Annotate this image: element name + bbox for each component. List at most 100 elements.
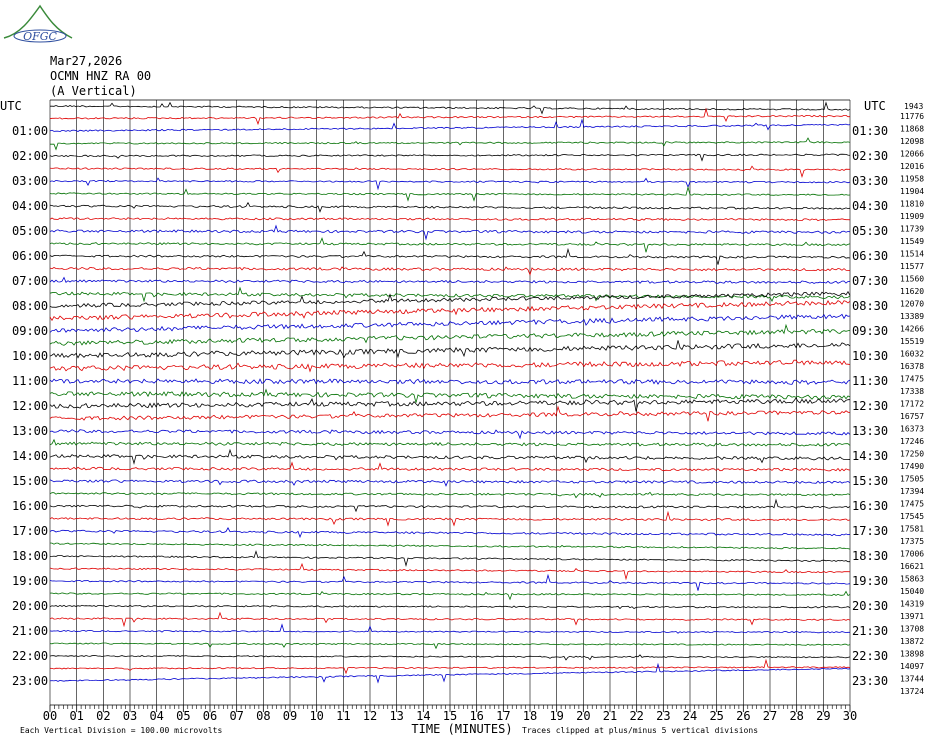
x-tick-label: 01 — [69, 709, 83, 723]
trace-line — [49, 201, 851, 213]
trace-line — [49, 510, 851, 527]
right-hour-label: 02:30 — [852, 149, 888, 163]
right-hour-label: 03:30 — [852, 174, 888, 188]
trace-offset-label: 11549 — [900, 237, 924, 246]
trace-offset-label: 13744 — [900, 675, 924, 684]
trace-line — [49, 562, 851, 581]
trace-offset-label: 16373 — [900, 425, 924, 434]
x-tick-label: 08 — [256, 709, 270, 723]
right-corner-label: 1943 — [904, 102, 923, 111]
trace-line — [49, 165, 850, 178]
trace-line — [49, 461, 851, 472]
trace-offset-label: 13872 — [900, 637, 924, 646]
right-hour-label: 14:30 — [852, 449, 888, 463]
trace-offset-label: 17581 — [900, 525, 924, 534]
trace-offset-label: 16378 — [900, 362, 924, 371]
right-hour-label: 06:30 — [852, 249, 888, 263]
seismic-traces — [49, 101, 851, 684]
component-label: (A Vertical) — [50, 84, 137, 98]
trace-line — [49, 604, 851, 610]
trace-line — [50, 101, 851, 115]
date-label: Mar27,2026 — [50, 54, 123, 68]
trace-offset-label: 16621 — [900, 562, 924, 571]
x-tick-label: 27 — [763, 709, 777, 723]
trace-offset-label: 11958 — [900, 175, 924, 184]
trace-line — [49, 276, 851, 284]
left-hour-label: 20:00 — [12, 599, 48, 613]
right-hour-label: 22:30 — [852, 649, 888, 663]
x-tick-label: 19 — [549, 709, 563, 723]
trace-line — [50, 137, 851, 151]
right-hour-label: 23:30 — [852, 674, 888, 688]
trace-line — [49, 247, 851, 265]
right-hour-label: 01:30 — [852, 124, 888, 138]
left-hour-label: 10:00 — [12, 349, 48, 363]
trace-line — [49, 590, 851, 601]
right-hour-label: 18:30 — [852, 549, 888, 563]
trace-line — [49, 527, 851, 539]
x-tick-label: 15 — [443, 709, 457, 723]
trace-offset-label: 11868 — [900, 125, 924, 134]
trace-line — [49, 107, 850, 126]
x-tick-label: 22 — [629, 709, 643, 723]
trace-line — [49, 378, 851, 386]
trace-line — [49, 323, 851, 346]
right-hour-label: 05:30 — [852, 224, 888, 238]
trace-line — [49, 388, 851, 403]
x-tick-label: 10 — [309, 709, 323, 723]
x-tick-label: 00 — [43, 709, 57, 723]
right-hour-label: 19:30 — [852, 574, 888, 588]
trace-line — [49, 498, 851, 513]
trace-offset-label: 11909 — [900, 212, 924, 221]
right-hour-label: 16:30 — [852, 499, 888, 513]
trace-offset-label: 17505 — [900, 475, 924, 484]
right-hour-label: 04:30 — [852, 199, 888, 213]
trace-line — [49, 177, 851, 191]
x-tick-label: 04 — [149, 709, 163, 723]
right-hour-labels: 01:30 02:30 03:30 04:30 05:30 06:30 07:30 08:30… — [852, 124, 888, 688]
trace-offset-label: 13971 — [900, 612, 924, 621]
left-hour-label: 03:00 — [12, 174, 48, 188]
trace-offset-label: 12066 — [900, 150, 924, 159]
trace-line — [49, 300, 851, 322]
trace-offset-label: 11620 — [900, 287, 924, 296]
trace-line — [49, 340, 851, 359]
trace-offset-label: 17475 — [900, 375, 924, 384]
trace-line — [49, 266, 851, 276]
trace-line — [49, 217, 851, 222]
trace-offset-label: 17375 — [900, 537, 924, 546]
trace-line — [49, 290, 851, 308]
trace-offset-label: 15519 — [900, 337, 924, 346]
trace-line — [49, 654, 851, 661]
right-hour-label: 15:30 — [852, 474, 888, 488]
right-utc-label: UTC — [864, 99, 886, 113]
x-tick-label: 06 — [203, 709, 217, 723]
trace-offset-label: 11514 — [900, 250, 924, 259]
trace-line — [49, 224, 851, 241]
right-hour-label: 09:30 — [852, 324, 888, 338]
x-tick-label: 18 — [523, 709, 537, 723]
left-hour-label: 07:00 — [12, 274, 48, 288]
trace-line — [49, 479, 851, 487]
trace-line — [49, 429, 851, 440]
left-hour-label: 18:00 — [12, 549, 48, 563]
trace-line — [49, 611, 851, 628]
trace-line — [49, 573, 851, 591]
x-tick-label: 26 — [736, 709, 750, 723]
left-hour-labels: 01:00 02:00 03:00 04:00 05:00 06:00 07:00 08:00… — [12, 124, 48, 688]
trace-offset-label: 11776 — [900, 112, 924, 121]
x-tick-label: 20 — [576, 709, 590, 723]
x-tick-label: 25 — [709, 709, 723, 723]
trace-offset-label: 12016 — [900, 162, 924, 171]
trace-line — [49, 662, 851, 684]
trace-offset-label: 12098 — [900, 137, 924, 146]
right-hour-label: 17:30 — [852, 524, 888, 538]
trace-offset-labels: 11776 11868 12098 12066 12016 11958 11904 11810… — [900, 112, 924, 696]
trace-line — [49, 542, 851, 550]
left-hour-label: 02:00 — [12, 149, 48, 163]
trace-offset-label: 17246 — [900, 437, 924, 446]
trace-offset-label: 14319 — [900, 600, 924, 609]
trace-offset-label: 12070 — [900, 300, 924, 309]
trace-line — [49, 118, 851, 133]
